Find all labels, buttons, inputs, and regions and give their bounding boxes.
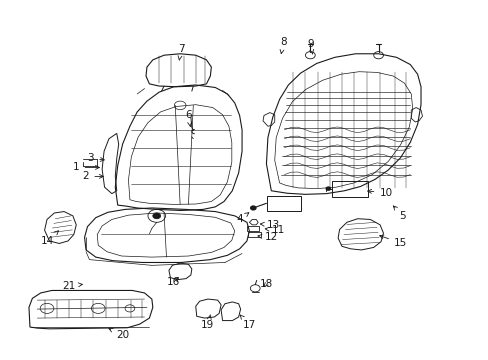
Text: 9: 9 [306,39,313,54]
Text: 13: 13 [260,220,280,230]
Text: 12: 12 [257,232,277,242]
Circle shape [153,213,160,219]
Text: 20: 20 [109,328,129,340]
Text: 15: 15 [379,235,407,248]
Text: 10: 10 [367,188,392,198]
Text: 14: 14 [41,231,59,246]
Text: 3: 3 [87,153,104,163]
Text: 2: 2 [82,171,103,181]
Text: 5: 5 [392,206,406,221]
Text: 19: 19 [201,315,214,330]
Text: 1: 1 [73,162,99,172]
Text: 4: 4 [236,213,248,224]
Text: 17: 17 [240,315,256,330]
Text: 18: 18 [259,279,272,289]
Text: 6: 6 [185,111,191,126]
Circle shape [250,206,256,210]
Text: 11: 11 [264,225,285,235]
Text: 7: 7 [178,44,184,60]
Text: 21: 21 [62,281,82,291]
Circle shape [325,187,330,190]
Text: 16: 16 [167,277,180,287]
Text: 8: 8 [280,37,286,54]
